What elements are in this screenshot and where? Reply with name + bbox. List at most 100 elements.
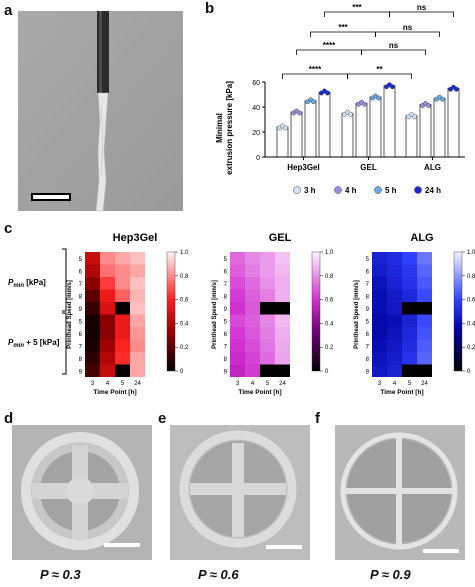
category-label: ALG: [424, 163, 441, 172]
heatmap-cell: [372, 327, 387, 340]
speed-tick-label: 9: [224, 369, 228, 375]
heatmap-cell: [115, 252, 130, 265]
y-tick-label: 20: [252, 130, 260, 137]
heatmap-cell: [275, 339, 290, 352]
legend-label: 24 h: [425, 186, 441, 195]
speed-tick-label: 8: [366, 294, 370, 300]
significance-bracket: [347, 73, 412, 79]
heatmap-cell: [260, 352, 275, 365]
heatmap-cell: [245, 289, 260, 302]
heatmap-cell: [387, 314, 402, 327]
y-tick-label: 0: [256, 155, 260, 162]
speed-tick-label: 6: [79, 269, 83, 275]
heatmap-cell: [85, 352, 100, 365]
heatmap-cell: [402, 364, 417, 377]
scale-bar: [104, 543, 140, 547]
legend-label: 5 h: [385, 186, 397, 195]
heatmap-cell: [100, 302, 115, 315]
speed-tick-label: 8: [366, 357, 370, 363]
time-tick-label: 5: [121, 381, 125, 387]
heatmap-cell: [85, 327, 100, 340]
colorbar-tick-label: 0.2: [325, 345, 334, 351]
colorbar-tick-label: 0.8: [180, 274, 189, 280]
construct-image-e: [170, 425, 310, 560]
group-bracket-top: [62, 248, 67, 312]
heatmap-cell: [372, 352, 387, 365]
speed-tick-label: 7: [366, 282, 370, 288]
speed-tick-label: 6: [366, 332, 370, 338]
significance-bracket: [296, 49, 362, 55]
legend-marker: [334, 186, 342, 194]
heatmap-cell: [275, 314, 290, 327]
heatmap-cell: [417, 339, 432, 352]
time-tick-label: 4: [106, 381, 110, 387]
extrusion-pressure-chart: Minimal extrusion pressure [kPa] 0 20 40 60…: [215, 3, 465, 195]
heatmap-cell: [417, 264, 432, 277]
significance-label: ns: [417, 3, 427, 12]
heatmap-title: ALG: [410, 232, 433, 244]
heatmap-cell: [372, 252, 387, 265]
colorbar-tick-label: 0.8: [467, 274, 475, 280]
heatmap-cell: [387, 277, 402, 290]
heatmap-cell: [245, 302, 260, 315]
legend-marker: [293, 186, 301, 194]
heatmap-cell: [115, 314, 130, 327]
heatmap-cell: [230, 352, 245, 365]
sem-nozzle-image: [18, 11, 183, 212]
legend-label: 4 h: [345, 186, 357, 195]
scale-bar: [423, 549, 459, 553]
bar-alg-5h: [433, 97, 446, 158]
heatmap-cell: [230, 277, 245, 290]
heatmap-cell: [230, 327, 245, 340]
colorbar: [311, 251, 321, 372]
heatmap-cell: [275, 264, 290, 277]
category-label: GEL: [360, 163, 377, 172]
heatmap-cell: [245, 339, 260, 352]
time-tick-label: 3: [236, 381, 240, 387]
heatmap-cell: [100, 314, 115, 327]
bar-hep3gel-3h: [276, 126, 289, 158]
heatmap-cell: [100, 352, 115, 365]
heatmap-cell: [130, 364, 145, 377]
significance-bracket: [361, 49, 426, 55]
heatmap-cell: [130, 314, 145, 327]
speed-tick-label: 7: [79, 282, 83, 288]
significance-bracket: [310, 31, 376, 37]
data-point: [283, 125, 288, 131]
heatmap-cell: [372, 302, 387, 315]
heatmap-cell: [275, 302, 290, 315]
heatmap-cell: [100, 264, 115, 277]
heatmap-cell: [245, 264, 260, 277]
heatmap-cell: [230, 364, 245, 377]
significance-bracket: [324, 11, 390, 17]
heatmap-cell: [85, 264, 100, 277]
time-tick-label: 3: [378, 381, 382, 387]
bar-hep3gel-24h: [318, 91, 331, 158]
speed-tick-label: 6: [224, 332, 228, 338]
heatmap-cell: [402, 339, 417, 352]
heatmap-cell: [85, 339, 100, 352]
colorbar-tick-label: 0: [467, 369, 471, 375]
heatmap-cell: [130, 327, 145, 340]
bar-gel-4h: [355, 102, 368, 158]
data-point: [390, 84, 395, 90]
colorbar-tick-label: 1.0: [180, 250, 189, 256]
heatmap-cell: [130, 302, 145, 315]
heatmap-cell: [130, 289, 145, 302]
heatmap-cell: [372, 314, 387, 327]
heatmap-cell: [372, 289, 387, 302]
speed-tick-label: 7: [224, 344, 228, 350]
speed-tick-label: 5: [79, 257, 83, 263]
heatmap-cell: [275, 364, 290, 377]
heatmap-cell: [402, 352, 417, 365]
heatmap-cell: [417, 352, 432, 365]
data-point: [454, 86, 459, 92]
heatmap-cell: [100, 289, 115, 302]
category-label: Hep3Gel: [287, 163, 319, 172]
heatmap-cell: [130, 264, 145, 277]
colorbar: [453, 251, 463, 372]
heatmap-cell: [417, 302, 432, 315]
significance-label: ****: [323, 41, 336, 50]
construct-image-f: [335, 425, 465, 560]
speed-tick-label: 9: [366, 307, 370, 313]
